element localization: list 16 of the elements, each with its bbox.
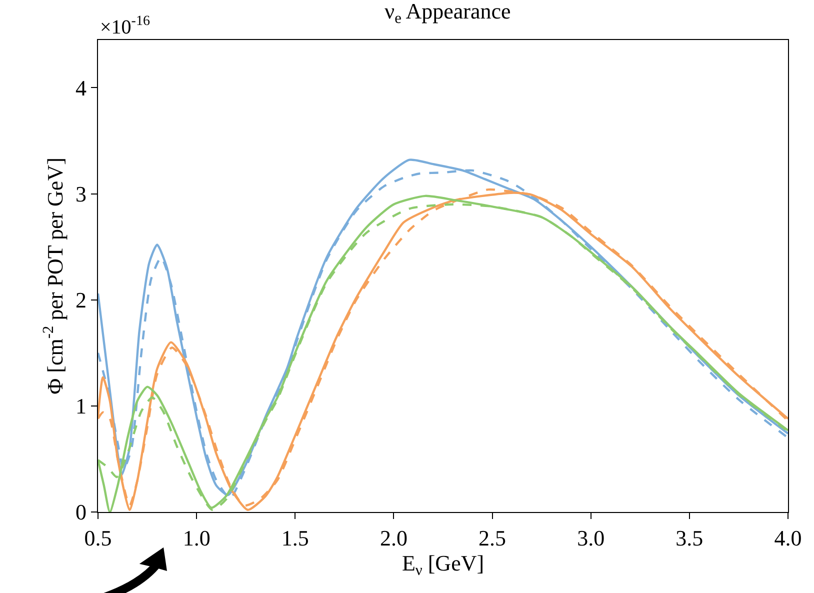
text: ×10$^{-16}$ (100, 14, 150, 38)
y-tick-label: 0 (76, 500, 86, 525)
x-tick-label: 4.0 (774, 526, 802, 550)
x-tick-label: 3.0 (577, 526, 605, 550)
y-tick-label: 1 (76, 394, 86, 419)
x-tick-label: 2.0 (380, 526, 408, 550)
chart-title: ν$_{e}$ Appearance (384, 0, 511, 27)
y-tick-label: 3 (76, 182, 86, 206)
x-tick-label: 0.5 (84, 526, 112, 550)
x-tick-label: 1.0 (182, 526, 210, 550)
x-tick-label: 3.5 (676, 526, 704, 550)
x-tick-label: 2.5 (478, 526, 506, 550)
y-tick-label: 2 (76, 288, 86, 313)
y-tick-label: 4 (76, 75, 86, 100)
x-tick-label: 1.5 (281, 526, 309, 550)
x-axis-title: E$_{ν}$ [GeV] (402, 550, 484, 580)
